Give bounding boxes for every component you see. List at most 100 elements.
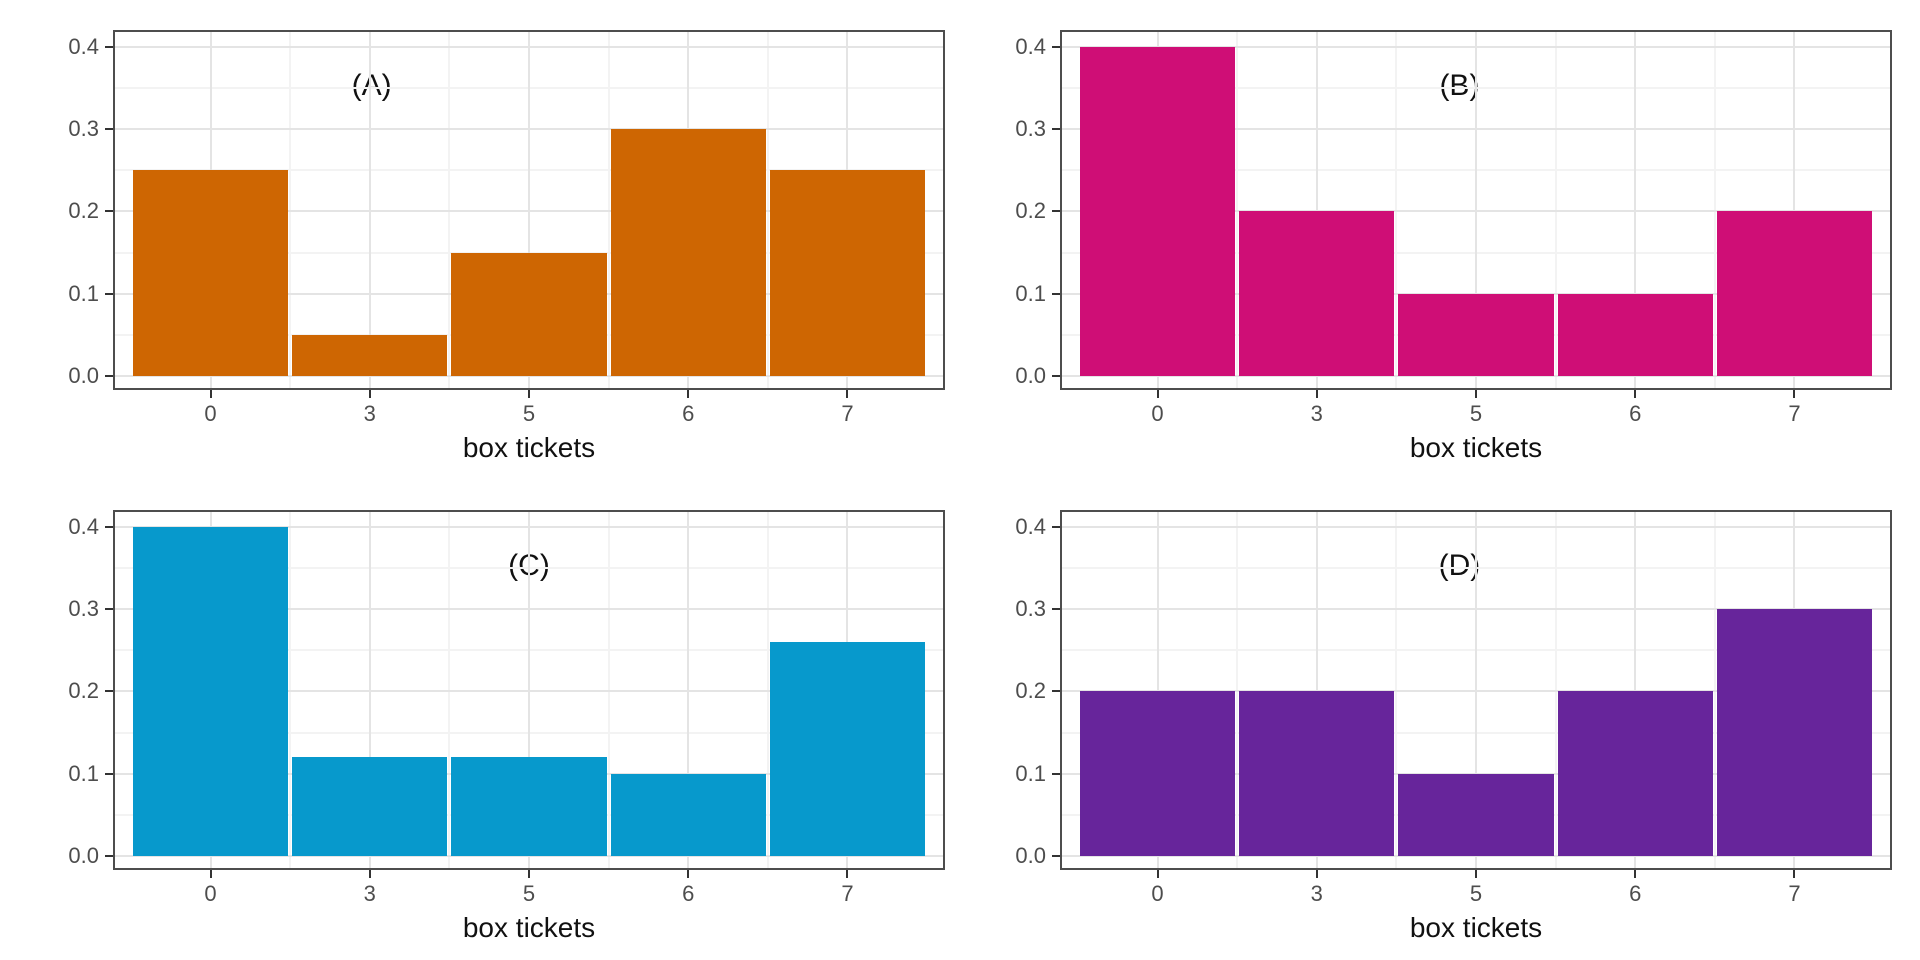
x-axis-tick — [1315, 870, 1318, 878]
bar-0 — [1079, 691, 1236, 857]
panel-c: (C) box tickets 0.0 0.1 0.2 0.3 0.4 0 3 5 6 7 — [0, 480, 960, 960]
bar-5 — [1398, 293, 1554, 377]
y-axis-tick — [105, 855, 113, 858]
x-axis-tick — [1793, 390, 1796, 398]
x-axis-tick — [1156, 390, 1159, 398]
x-axis-tick-label: 0 — [204, 401, 217, 426]
gridline-major-vertical — [1634, 512, 1637, 868]
bar-6 — [610, 129, 766, 377]
gridline-major-vertical — [687, 512, 690, 868]
y-axis-tick-label: 0.0 — [1015, 363, 1046, 389]
x-axis-tick — [1315, 390, 1318, 398]
gridline-minor-vertical — [1713, 512, 1716, 868]
bar-6 — [1557, 293, 1713, 377]
gridline-major-vertical — [1793, 32, 1796, 388]
y-axis-tick-label: 0.0 — [68, 843, 99, 869]
y-axis-tick — [105, 375, 113, 378]
x-axis-tick-label: 6 — [1629, 401, 1642, 426]
gridline-minor-vertical — [607, 32, 610, 388]
x-axis-tick-label: 3 — [363, 881, 376, 906]
x-axis-tick — [368, 390, 371, 398]
y-axis-tick-label: 0.3 — [1015, 596, 1046, 622]
y-axis-tick — [105, 210, 113, 213]
panel-b-plot-area: (B) box tickets 0.0 0.1 0.2 0.3 0.4 0 3 5 6 7 — [1015, 30, 1892, 463]
panel-a-x-axis-title: box tickets — [462, 432, 596, 463]
panel-a-title: (A) — [351, 69, 392, 103]
bar-7 — [1716, 609, 1873, 857]
y-axis-tick-label: 0.3 — [68, 596, 99, 622]
bar-3 — [292, 334, 448, 377]
x-axis-tick-label: 3 — [1310, 401, 1323, 426]
gridline-minor-vertical — [766, 32, 769, 388]
panel-d-plot-area: (D) box tickets 0.0 0.1 0.2 0.3 0.4 0 3 5 6 7 — [1015, 510, 1892, 943]
y-axis-tick — [1052, 608, 1060, 611]
x-axis-tick-label: 5 — [522, 401, 536, 426]
y-axis-tick-label: 0.1 — [1015, 760, 1046, 786]
gridline-major-vertical — [1156, 512, 1159, 868]
y-axis-tick-label: 0.1 — [68, 280, 99, 306]
x-axis-tick — [846, 870, 849, 878]
y-axis-tick — [105, 690, 113, 693]
y-axis-tick-label: 0.4 — [68, 33, 99, 59]
gridline-minor-vertical — [1554, 512, 1557, 868]
y-axis-tick — [105, 128, 113, 131]
y-axis-tick — [1052, 690, 1060, 693]
gridline-major-vertical — [368, 512, 371, 868]
gridline-minor-vertical — [448, 512, 451, 868]
y-axis-tick-label: 0.2 — [1015, 198, 1046, 224]
gridline-minor-vertical — [1236, 32, 1239, 388]
gridline-major-vertical — [1634, 32, 1637, 388]
x-axis-tick — [209, 870, 212, 878]
panel-c-plot-area: (C) box tickets 0.0 0.1 0.2 0.3 0.4 0 3 5 6 7 — [68, 510, 945, 943]
y-axis-tick-label: 0.1 — [68, 760, 99, 786]
x-axis-tick-label: 3 — [363, 401, 376, 426]
bar-5 — [451, 252, 607, 377]
bar-0 — [1079, 46, 1236, 377]
bar-0 — [132, 170, 289, 377]
y-axis-tick-label: 0.0 — [1015, 843, 1046, 869]
gridline-minor-vertical — [448, 32, 451, 388]
bar-3 — [1239, 211, 1395, 377]
x-axis-tick-label: 6 — [682, 881, 695, 906]
gridline-major-vertical — [528, 512, 530, 868]
bar-7 — [769, 642, 926, 857]
x-axis-tick-label: 7 — [841, 401, 854, 426]
x-axis-tick — [528, 870, 530, 878]
y-axis-tick — [105, 772, 113, 775]
panel-b: (B) box tickets 0.0 0.1 0.2 0.3 0.4 0 3 5 6 7 — [960, 0, 1920, 480]
panel-a-plot-area: (A) box tickets 0.0 0.1 0.2 0.3 0.4 0 3 5 6 7 — [68, 30, 945, 463]
x-axis-tick-label: 6 — [682, 401, 695, 426]
y-axis-tick-label: 0.3 — [68, 116, 99, 142]
x-axis-tick-label: 5 — [1469, 401, 1483, 426]
x-axis-tick-label: 0 — [1151, 881, 1164, 906]
bar-7 — [1716, 211, 1873, 377]
x-axis-tick-label: 7 — [841, 881, 854, 906]
x-axis-tick — [846, 390, 849, 398]
y-axis-tick-label: 0.4 — [68, 513, 99, 539]
x-axis-tick — [1475, 870, 1477, 878]
gridline-minor-vertical — [1713, 32, 1716, 388]
gridline-minor-vertical — [1395, 32, 1398, 388]
x-axis-tick — [687, 870, 690, 878]
y-axis-tick-label: 0.2 — [1015, 678, 1046, 704]
bar-6 — [610, 773, 766, 857]
x-axis-tick-label: 7 — [1788, 881, 1801, 906]
x-axis-tick-label: 0 — [204, 881, 217, 906]
y-axis-tick — [1052, 45, 1060, 48]
x-axis-tick — [528, 390, 530, 398]
y-axis-tick — [1052, 772, 1060, 775]
gridline-minor-vertical — [289, 512, 292, 868]
gridline-major-vertical — [528, 32, 530, 388]
y-axis-tick-label: 0.2 — [68, 198, 99, 224]
gridline-major-vertical — [1475, 512, 1477, 868]
gridline-major-vertical — [1315, 512, 1318, 868]
y-axis-tick — [105, 292, 113, 295]
y-axis-tick-label: 0.2 — [68, 678, 99, 704]
x-axis-tick — [209, 390, 212, 398]
y-axis-tick-label: 0.0 — [68, 363, 99, 389]
gridline-minor-vertical — [1554, 32, 1557, 388]
x-axis-tick — [687, 390, 690, 398]
x-axis-tick — [1634, 870, 1637, 878]
panel-a: (A) box tickets 0.0 0.1 0.2 0.3 0.4 0 3 5 6 7 — [0, 0, 960, 480]
